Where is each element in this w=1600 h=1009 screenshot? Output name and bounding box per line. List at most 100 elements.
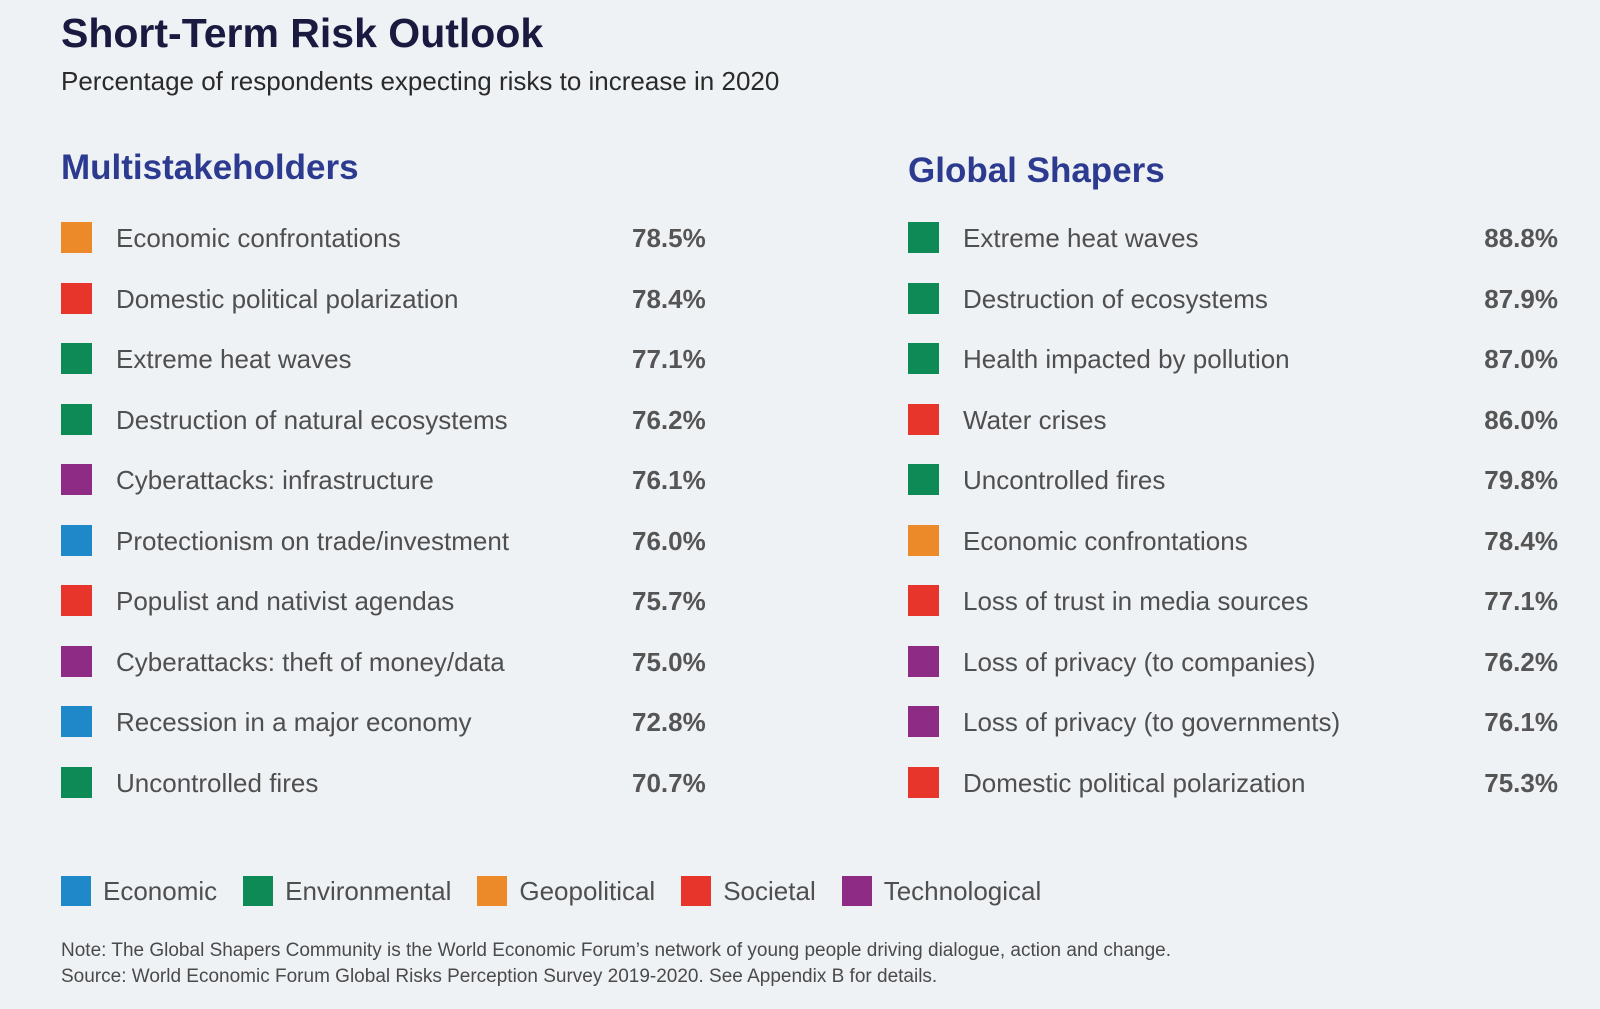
risk-label: Cyberattacks: theft of money/data [116, 646, 505, 677]
category-swatch [908, 524, 939, 556]
risk-label: Extreme heat waves [116, 344, 352, 374]
risk-row: Extreme heat waves 77.1% [61, 343, 721, 404]
category-swatch [61, 343, 92, 374]
category-swatch [61, 524, 92, 556]
risk-percentage: 72.8% [632, 707, 706, 737]
legend-item: Environmental [243, 876, 451, 907]
note-text: Note: The Global Shapers Community is th… [61, 940, 1171, 961]
risk-label: Economic confrontations [116, 223, 401, 253]
source-text: Source: World Economic Forum Global Risk… [61, 966, 938, 987]
risk-percentage: 78.4% [632, 283, 706, 314]
page-title: Short-Term Risk Outlook [61, 10, 544, 56]
legend-swatch [681, 876, 712, 906]
risk-row: Loss of privacy (to companies) 76.2% [908, 645, 1558, 707]
legend-label: Economic [103, 875, 218, 906]
legend-item: Geopolitical [477, 876, 655, 907]
risk-percentage: 78.5% [632, 223, 706, 253]
category-swatch [908, 706, 939, 737]
category-swatch [61, 766, 92, 798]
risk-row: Uncontrolled fires 70.7% [61, 766, 721, 828]
risk-row: Domestic political polarization 75.3% [908, 766, 1558, 828]
legend-swatch [243, 876, 274, 906]
risk-row: Recession in a major economy 72.8% [61, 706, 721, 767]
legend-swatch [477, 876, 508, 906]
risk-row: Cyberattacks: theft of money/data 75.0% [61, 645, 721, 707]
risk-row: Cyberattacks: infrastructure 76.1% [61, 464, 721, 525]
risk-percentage: 76.2% [1484, 646, 1558, 677]
risk-label: Loss of trust in media sources [963, 586, 1309, 616]
risk-label: Health impacted by pollution [963, 344, 1290, 374]
risk-label: Domestic political polarization [963, 767, 1306, 798]
category-swatch [908, 585, 939, 616]
risk-row: Loss of privacy (to governments) 76.1% [908, 706, 1558, 767]
risk-label: Destruction of ecosystems [963, 283, 1268, 314]
category-swatch [61, 403, 92, 435]
risk-row: Populist and nativist agendas 75.7% [61, 585, 721, 646]
category-swatch [908, 645, 939, 677]
risk-label: Uncontrolled fires [116, 767, 319, 798]
risk-percentage: 76.1% [1484, 707, 1558, 737]
multistakeholders-list: Economic confrontations 78.5% Domestic pol… [61, 222, 721, 827]
legend-item: Technological [841, 875, 1042, 907]
risk-percentage: 77.1% [1484, 586, 1558, 616]
risk-label: Populist and nativist agendas [116, 586, 455, 616]
category-swatch [908, 343, 939, 374]
legend-label: Societal [723, 875, 816, 906]
risk-label: Cyberattacks: infrastructure [116, 465, 434, 495]
global-shapers-heading: Global Shapers [908, 151, 1165, 190]
risk-percentage: 79.8% [1484, 465, 1558, 495]
risk-percentage: 76.1% [632, 465, 706, 495]
category-swatch [61, 464, 92, 495]
risk-label: Economic confrontations [963, 525, 1248, 556]
risk-percentage: 87.9% [1484, 283, 1558, 314]
risk-label: Loss of privacy (to companies) [963, 646, 1316, 677]
risk-row: Economic confrontations 78.5% [61, 222, 721, 283]
global-shapers-list: Extreme heat waves 88.8% Destruction of ec… [908, 222, 1558, 827]
multistakeholders-heading: Multistakeholders [61, 148, 359, 187]
risk-row: Domestic political polarization 78.4% [61, 282, 721, 344]
risk-percentage: 86.0% [1484, 404, 1558, 435]
risk-row: Health impacted by pollution 87.0% [908, 343, 1558, 404]
risk-label: Water crises [963, 404, 1107, 435]
risk-percentage: 87.0% [1484, 344, 1558, 374]
risk-percentage: 70.7% [632, 767, 706, 798]
risk-row: Economic confrontations 78.4% [908, 524, 1558, 586]
legend-item: Economic [61, 876, 217, 907]
risk-percentage: 76.2% [632, 404, 706, 435]
category-swatch [61, 282, 92, 314]
risk-label: Recession in a major economy [116, 707, 472, 737]
risk-row: Protectionism on trade/investment 76.0% [61, 524, 721, 586]
risk-percentage: 88.8% [1484, 223, 1558, 253]
risk-row: Extreme heat waves 88.8% [908, 222, 1558, 283]
legend-label: Environmental [285, 875, 452, 906]
category-swatch [61, 222, 92, 253]
page-subtitle: Percentage of respondents expecting risk… [61, 66, 780, 96]
risk-percentage: 77.1% [632, 344, 706, 374]
risk-percentage: 78.4% [1484, 525, 1558, 556]
risk-label: Extreme heat waves [963, 223, 1199, 253]
risk-row: Water crises 86.0% [908, 403, 1558, 465]
multistakeholders-column: Multistakeholders Economic confrontation… [61, 148, 721, 798]
risk-percentage: 76.0% [632, 525, 706, 556]
risk-percentage: 75.0% [632, 646, 706, 677]
risk-label: Domestic political polarization [116, 283, 459, 314]
category-swatch [61, 706, 92, 737]
category-swatch [61, 645, 92, 677]
category-swatch [908, 403, 939, 435]
risk-row: Destruction of ecosystems 87.9% [908, 282, 1558, 344]
risk-row: Uncontrolled fires 79.8% [908, 464, 1558, 525]
risk-label: Uncontrolled fires [963, 465, 1166, 495]
legend-label: Technological [883, 875, 1042, 906]
category-legend: Economic Environmental Geopolitical Societa… [61, 874, 1067, 908]
risk-label: Loss of privacy (to governments) [963, 707, 1341, 737]
risk-row: Loss of trust in media sources 77.1% [908, 585, 1558, 646]
risk-row: Destruction of natural ecosystems 76.2% [61, 403, 721, 465]
category-swatch [908, 282, 939, 314]
risk-label: Protectionism on trade/investment [116, 525, 510, 556]
legend-item: Societal [681, 876, 816, 907]
category-swatch [908, 766, 939, 798]
risk-label: Destruction of natural ecosystems [116, 404, 508, 435]
global-shapers-column: Global Shapers Extreme heat waves 88.8% De… [908, 148, 1558, 798]
category-swatch [908, 222, 939, 253]
legend-swatch [61, 876, 91, 906]
